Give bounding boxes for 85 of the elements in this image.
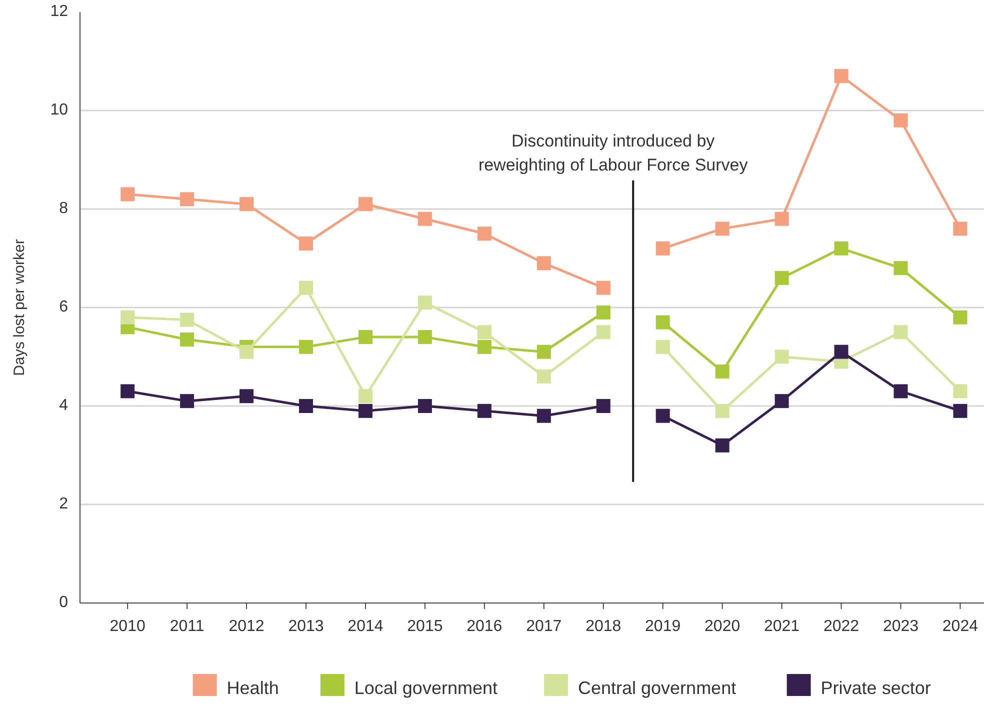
point — [418, 212, 432, 226]
point — [536, 256, 551, 270]
y-tick-label: 12 — [50, 3, 68, 20]
point — [715, 438, 730, 452]
y-tick-label: 4 — [59, 397, 68, 414]
x-tick-label: 2017 — [526, 618, 562, 635]
point — [418, 399, 432, 413]
point — [834, 241, 848, 256]
y-tick-label: 2 — [59, 496, 68, 513]
point — [596, 325, 610, 340]
point — [953, 404, 968, 418]
point — [180, 332, 194, 347]
point — [774, 350, 789, 364]
point — [358, 197, 372, 212]
point — [418, 296, 432, 310]
point — [596, 399, 610, 413]
point — [240, 344, 254, 359]
y-tick-label: 10 — [50, 102, 68, 119]
x-tick-label: 2016 — [466, 618, 502, 635]
point — [180, 192, 194, 206]
x-tick-label: 2018 — [586, 618, 622, 635]
point — [596, 280, 610, 295]
x-tick-label: 2013 — [288, 618, 324, 635]
y-tick-label: 8 — [59, 200, 68, 218]
x-tick-label: 2010 — [110, 618, 146, 635]
point — [715, 222, 730, 236]
point — [180, 312, 194, 327]
point — [536, 369, 551, 384]
x-tick-label: 2021 — [764, 618, 800, 635]
point — [894, 261, 908, 276]
ref-line-label: Discontinuity introduced by reweighting of Labour Force Survey — [478, 131, 748, 174]
point — [656, 340, 670, 354]
point — [656, 315, 670, 330]
point — [953, 222, 968, 236]
point — [774, 394, 789, 408]
point — [894, 325, 908, 340]
point — [299, 280, 313, 295]
point — [120, 310, 135, 324]
point — [299, 340, 313, 354]
x-tick-label: 2015 — [407, 618, 443, 635]
point — [834, 69, 848, 84]
legend-label: Health — [226, 678, 279, 698]
y-axis-title: Days lost per worker — [11, 239, 28, 376]
point — [477, 226, 492, 241]
point — [240, 389, 254, 404]
point — [774, 270, 789, 285]
point — [358, 404, 372, 418]
x-tick-label: 2020 — [704, 618, 740, 635]
x-tick-label: 2019 — [645, 618, 681, 635]
point — [774, 212, 789, 226]
legend-label: Central government — [578, 678, 736, 698]
point — [834, 344, 848, 359]
y-tick-label: 0 — [59, 594, 68, 612]
x-tick-label: 2023 — [882, 618, 919, 635]
y-tick-label: 6 — [59, 298, 68, 316]
x-tick-label: 2022 — [823, 618, 860, 635]
point — [656, 241, 670, 256]
point — [299, 399, 313, 413]
point — [477, 340, 492, 354]
point — [715, 404, 730, 418]
point — [953, 384, 968, 398]
point — [358, 330, 372, 344]
point — [240, 197, 254, 212]
point — [418, 330, 432, 344]
point — [180, 394, 194, 408]
point — [120, 187, 135, 202]
point — [358, 389, 372, 404]
point — [715, 364, 730, 379]
point — [596, 305, 610, 320]
point — [894, 384, 908, 398]
point — [536, 408, 551, 423]
x-tick-label: 2012 — [228, 618, 264, 635]
point — [120, 384, 135, 398]
point — [536, 344, 551, 359]
legend-label: Private sector — [820, 678, 931, 698]
point — [894, 113, 908, 128]
point — [299, 236, 313, 250]
x-tick-label: 2014 — [348, 618, 384, 635]
x-tick-label: 2024 — [942, 618, 978, 635]
x-tick-label: 2011 — [170, 618, 204, 635]
point — [656, 408, 670, 423]
point — [477, 404, 492, 418]
point — [477, 325, 492, 340]
legend-label: Local government — [354, 678, 498, 698]
point — [953, 310, 968, 324]
